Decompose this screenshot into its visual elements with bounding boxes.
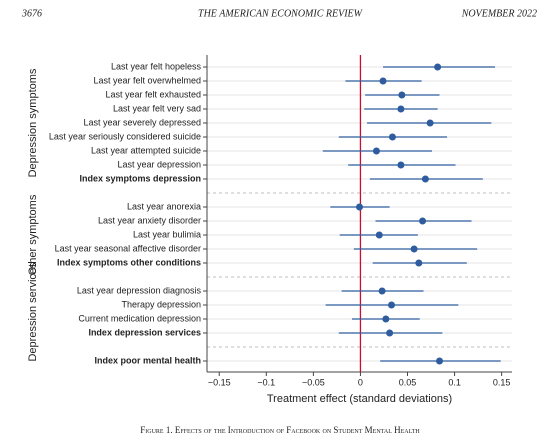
category-label: Index symptoms depression [79, 173, 201, 183]
category-label: Current medication depression [78, 313, 201, 323]
group-label: Other symptoms [27, 194, 39, 275]
point-estimate [378, 287, 386, 295]
category-label: Last year felt overwhelmed [93, 75, 201, 85]
category-label: Last year felt very sad [113, 103, 201, 113]
category-label: Last year felt exhausted [105, 89, 201, 99]
x-tick-label: 0 [358, 377, 363, 387]
point-estimate [388, 133, 396, 141]
category-label: Last year anxiety disorder [98, 215, 201, 225]
x-tick-label: 0.15 [493, 377, 511, 387]
category-label: Index poor mental health [94, 355, 201, 365]
point-estimate [397, 105, 405, 113]
category-label: Last year seasonal affective disorder [55, 243, 201, 253]
category-label: Last year severely depressed [83, 117, 201, 127]
category-label: Last year anorexia [127, 201, 201, 211]
category-label: Last year depression [117, 159, 201, 169]
figure-caption: Figure 1. Effects of the Introduction of… [140, 425, 420, 435]
point-estimate [372, 147, 380, 155]
x-tick-label: −0.1 [257, 377, 275, 387]
group-label: Depression symptoms [27, 68, 39, 177]
point-estimate [426, 119, 434, 127]
category-label: Last year seriously considered suicide [49, 131, 201, 141]
point-estimate [356, 203, 363, 211]
category-label: Last year depression diagnosis [77, 285, 202, 295]
point-estimate [379, 77, 387, 85]
page-number: 3676 [21, 8, 42, 19]
x-axis-label: Treatment effect (standard deviations) [267, 393, 452, 405]
group-label: Depression services [27, 262, 39, 362]
category-label: Index symptoms other conditions [57, 257, 201, 267]
point-estimate [386, 329, 394, 337]
category-label: Last year felt hopeless [111, 61, 202, 71]
x-tick-label: −0.05 [302, 377, 325, 387]
point-estimate [410, 245, 418, 253]
category-label: Last year attempted suicide [91, 145, 201, 155]
point-estimate [375, 231, 383, 239]
point-estimate [434, 63, 442, 71]
point-estimate [398, 91, 406, 99]
point-estimate [421, 175, 429, 183]
journal-name: THE AMERICAN ECONOMIC REVIEW [198, 8, 364, 19]
point-estimate [382, 315, 390, 323]
x-tick-label: 0.1 [448, 377, 461, 387]
category-label: Index depression services [88, 327, 201, 337]
category-label: Therapy depression [121, 299, 201, 309]
point-estimate [388, 301, 396, 309]
issue-date: NOVEMBER 2022 [461, 8, 537, 19]
point-estimate [415, 259, 423, 267]
point-estimate [419, 217, 427, 225]
category-label: Last year bulimia [133, 229, 201, 239]
point-estimate [397, 161, 405, 169]
x-tick-label: −0.15 [208, 377, 231, 387]
point-estimate [436, 357, 444, 365]
x-tick-label: 0.05 [399, 377, 417, 387]
